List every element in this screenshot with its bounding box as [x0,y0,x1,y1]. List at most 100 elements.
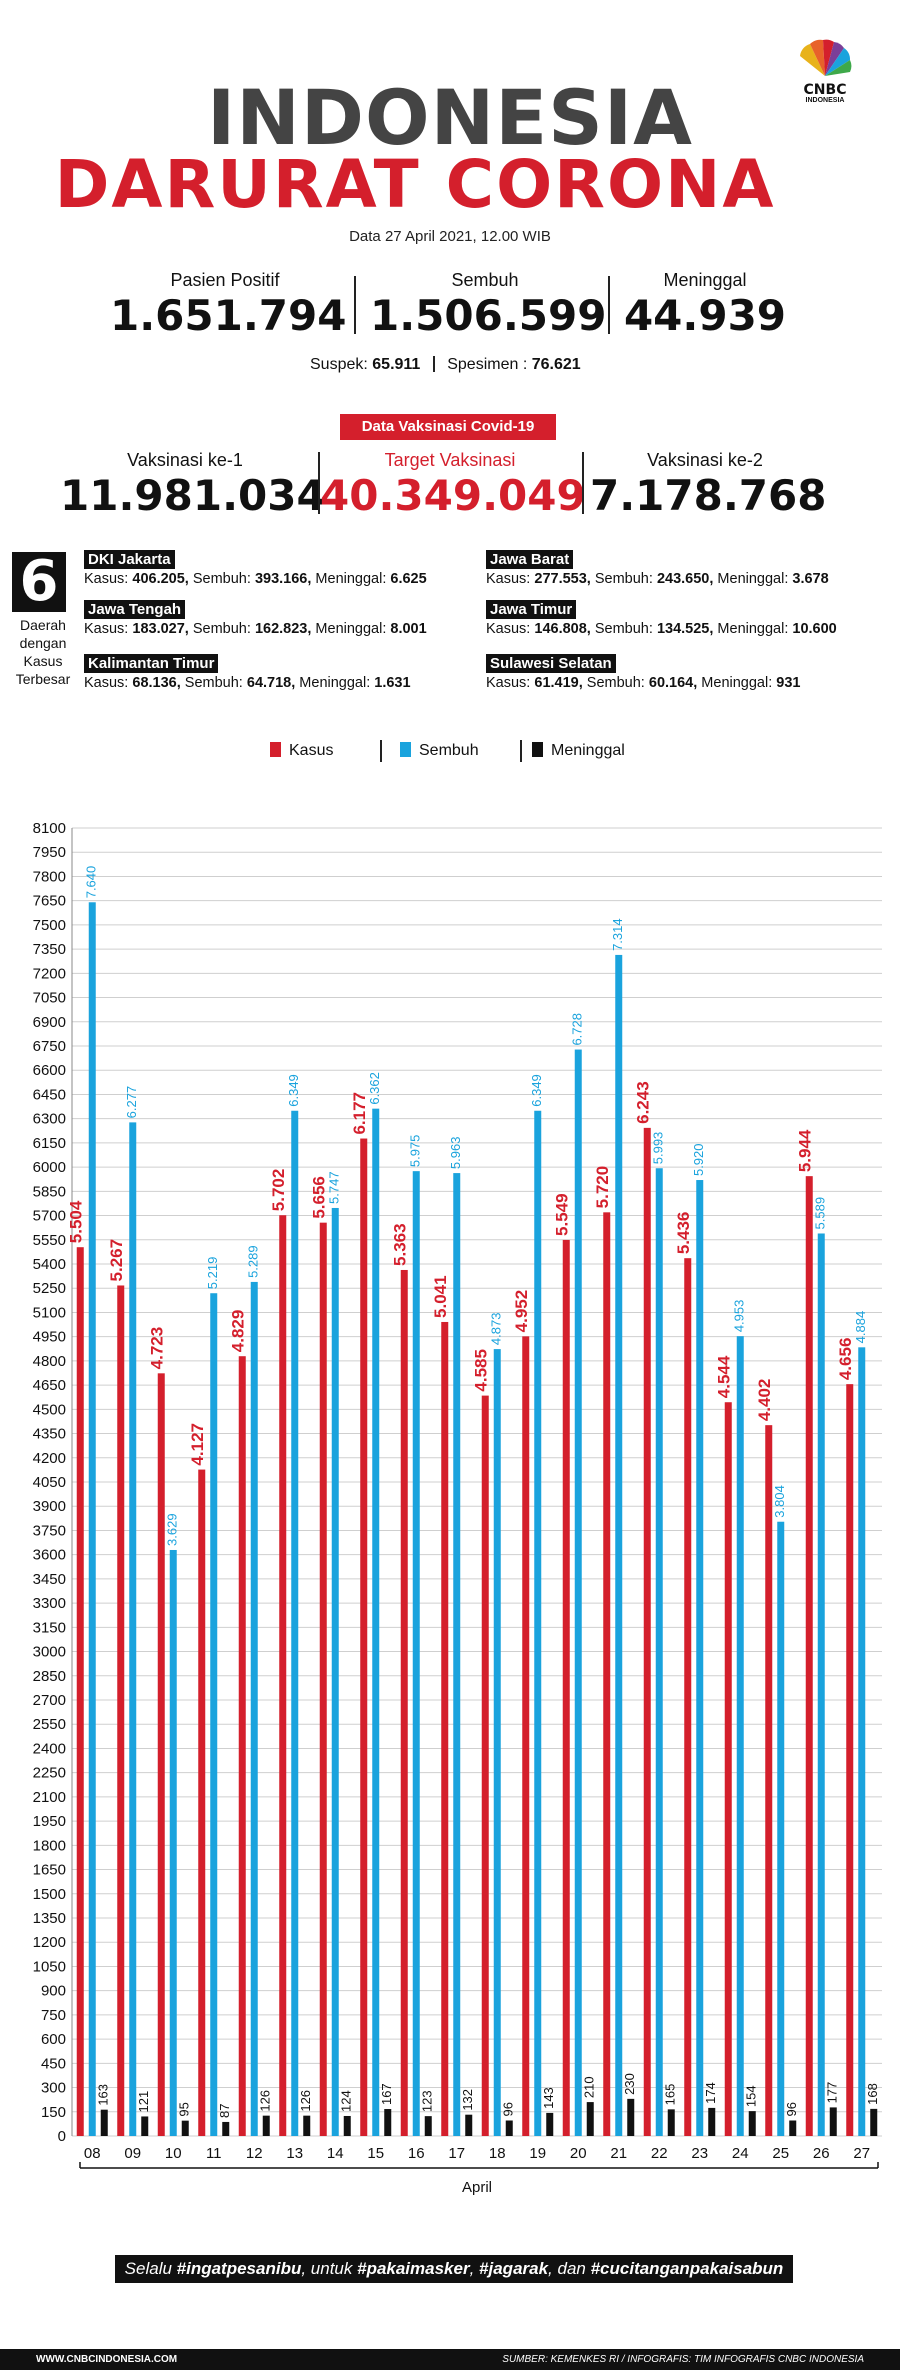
y-tick-label: 2550 [33,1716,66,1733]
bar-kasus [198,1469,206,2136]
y-tick-label: 1650 [33,1862,66,1879]
slogan-banner: Selalu #ingatpesanibu, untuk #pakaimaske… [115,2255,793,2283]
data-label-sembuh: 5.963 [448,1137,463,1170]
bar-sembuh [291,1110,299,2136]
y-tick-label: 750 [41,2007,66,2024]
y-tick-label: 300 [41,2080,66,2097]
x-tick-label: 14 [327,2145,344,2162]
y-tick-label: 4650 [33,1377,66,1394]
y-tick-label: 5250 [33,1280,66,1297]
y-tick-label: 7350 [33,941,66,958]
stat-label: Vaksinasi ke-1 [127,450,243,470]
slogan-text: , untuk [301,2259,358,2278]
bar-sembuh [493,1349,501,2136]
kasus-value: 183.027, [132,621,189,637]
sembuh-value: 60.164, [648,675,698,691]
slogan-text: Selalu [124,2259,177,2278]
data-label-meninggal: 132 [460,2089,475,2111]
hashtag: #ingatpesanibu [176,2259,302,2278]
region-item: Jawa Barat Kasus: 277.553, Sembuh: 243.65… [486,550,829,587]
data-label-sembuh: 5.289 [246,1245,261,1278]
legend-swatch [270,742,281,757]
data-label-meninggal: 126 [298,2090,313,2112]
data-label-kasus: 5.363 [391,1223,410,1266]
bar-meninggal [465,2114,473,2136]
sembuh-label: Sembuh: [586,675,645,691]
data-label-meninggal: 96 [501,2102,516,2116]
bar-sembuh [736,1336,744,2136]
suspek-line: Suspek: 65.911 Spesimen : 76.621 [310,356,581,374]
y-tick-label: 6900 [33,1014,66,1031]
y-tick-label: 6450 [33,1086,66,1103]
x-tick-label: 27 [853,2145,870,2162]
meninggal-value: 6.625 [390,571,427,587]
bar-kasus [117,1285,125,2136]
y-tick-label: 5550 [33,1232,66,1249]
x-tick-label: 20 [570,2145,587,2162]
bar-meninggal [667,2109,675,2136]
y-tick-label: 1350 [33,1910,66,1927]
sembuh-value: 64.718, [246,675,296,691]
data-label-kasus: 5.267 [107,1239,126,1282]
y-tick-label: 3000 [33,1644,66,1661]
site-url[interactable]: WWW.CNBCINDONESIA.COM [36,2354,178,2365]
y-tick-label: 3300 [33,1595,66,1612]
kasus-label: Kasus: [486,621,531,637]
y-tick-label: 7200 [33,965,66,982]
x-tick-label: 19 [529,2145,546,2162]
y-tick-label: 5700 [33,1208,66,1225]
data-label-sembuh: 5.993 [651,1132,666,1165]
bar-sembuh [777,1521,785,2136]
data-label-kasus: 5.549 [553,1193,572,1236]
meninggal-value: 3.678 [792,571,829,587]
divider [380,740,382,762]
sembuh-value: 393.166, [254,571,312,587]
bar-kasus [765,1425,773,2136]
data-label-meninggal: 154 [744,2085,759,2107]
suspek-value: 65.911 [372,356,421,373]
bar-meninggal [870,2108,878,2136]
data-label-meninggal: 124 [339,2090,354,2112]
data-label-meninggal: 177 [825,2082,840,2104]
stat-value: 11.981.034 [60,471,326,520]
stat-positive: Pasien Positif 1.651.794 [110,270,346,340]
bar-sembuh [169,1549,177,2136]
data-label-sembuh: 4.884 [853,1311,868,1344]
bar-chart: 0 150 300 450 600 750 900 1050 1200 1350 1500 1650 1… [33,820,882,2196]
stat-value: 7.178.768 [590,471,827,520]
x-tick-label: 15 [367,2145,384,2162]
x-tick-label: 26 [813,2145,830,2162]
specimen-label: Spesimen : [447,356,528,373]
region-count: 6 [12,552,66,612]
data-label-sembuh: 6.728 [570,1013,585,1046]
data-label-sembuh: 5.975 [408,1135,423,1168]
bar-meninggal [181,2120,189,2136]
data-label-sembuh: 6.362 [367,1072,382,1105]
y-tick-label: 6600 [33,1062,66,1079]
region-item: Jawa Tengah Kasus: 183.027, Sembuh: 162.8… [84,600,427,637]
y-tick-label: 3150 [33,1619,66,1636]
legend-label: Meninggal [551,742,625,759]
y-tick-label: 7950 [33,844,66,861]
region-stats: Kasus: 68.136, Sembuh: 64.718, Meninggal… [84,675,411,691]
sembuh-label: Sembuh: [192,621,251,637]
bar-kasus [238,1356,246,2136]
bar-sembuh [574,1049,582,2136]
y-tick-label: 6750 [33,1038,66,1055]
sembuh-value: 134.525, [656,621,714,637]
legend-swatch [532,742,543,757]
slogan-text: , dan [548,2259,591,2278]
y-tick-label: 7500 [33,917,66,934]
y-tick-label: 1950 [33,1813,66,1830]
y-tick-label: 6000 [33,1159,66,1176]
footer-bar: WWW.CNBCINDONESIA.COM SUMBER: KEMENKES R… [0,2349,900,2370]
data-label-kasus: 5.656 [310,1176,329,1219]
legend-label: Sembuh [419,742,479,759]
x-tick-label: 13 [286,2145,303,2162]
meninggal-value: 8.001 [390,621,427,637]
bar-kasus [562,1239,570,2136]
hashtag: #jagarak [479,2259,549,2278]
data-label-sembuh: 7.314 [610,918,625,951]
y-tick-label: 2850 [33,1668,66,1685]
meninggal-label: Meninggal: [315,621,387,637]
